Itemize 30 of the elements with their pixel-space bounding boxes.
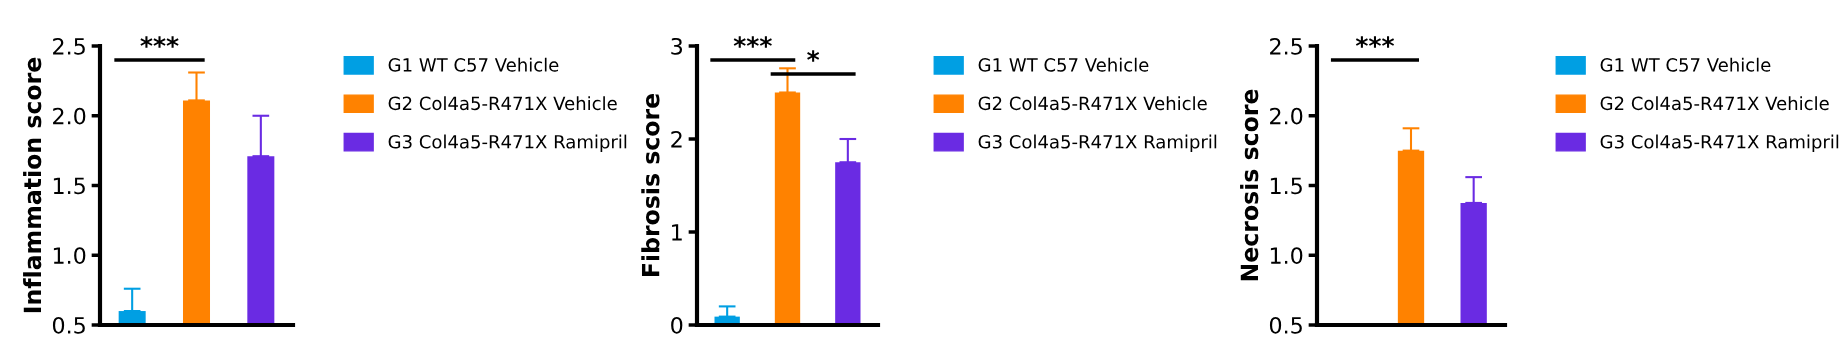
y-tick-label: 2	[671, 130, 682, 148]
legend-label: G1 WT C57 Vehicle	[388, 57, 559, 72]
y-tick-label: 0.5	[1269, 316, 1302, 334]
y-tick-label: 3	[671, 37, 683, 55]
y-tick-label: 1.5	[53, 177, 85, 195]
legend-label: G2 Col4a5-R471X Vehicle	[1600, 96, 1829, 111]
legend-label: G3 Col4a5-R471X Ramipril	[1600, 134, 1839, 153]
y-tick-label: 2.5	[1270, 37, 1302, 55]
y-tick-label: 0.5	[52, 316, 85, 334]
y-tick-label: 0	[671, 316, 683, 334]
y-tick-label: 1	[672, 224, 682, 241]
legend-label: G1 WT C57 Vehicle	[1600, 57, 1771, 72]
y-tick-label: 2.0	[53, 107, 86, 125]
y-axis-title: Fibrosis score	[641, 93, 660, 276]
legend-label: G2 Col4a5-R471X Vehicle	[978, 96, 1207, 111]
annotation: ***	[140, 36, 179, 48]
y-tick-label: 1.0	[1270, 247, 1303, 265]
y-axis-title: Necrosis score	[1240, 89, 1259, 281]
legend-label: G2 Col4a5-R471X Vehicle	[388, 96, 617, 111]
legend-label: G3 Col4a5-R471X Ramipril	[388, 134, 627, 153]
y-tick-label: 2.0	[1270, 107, 1303, 125]
annotation: *	[807, 50, 820, 62]
y-tick-label: 1.0	[53, 247, 86, 265]
y-tick-label: 1.5	[1270, 177, 1302, 195]
y-tick-label: 2.5	[53, 37, 85, 55]
legend-label: G3 Col4a5-R471X Ramipril	[978, 134, 1217, 153]
legend-label: G1 WT C57 Vehicle	[978, 57, 1149, 72]
annotation: ***	[733, 36, 772, 48]
annotation: ***	[1355, 36, 1395, 48]
y-axis-title: Inflammation score	[23, 57, 42, 313]
